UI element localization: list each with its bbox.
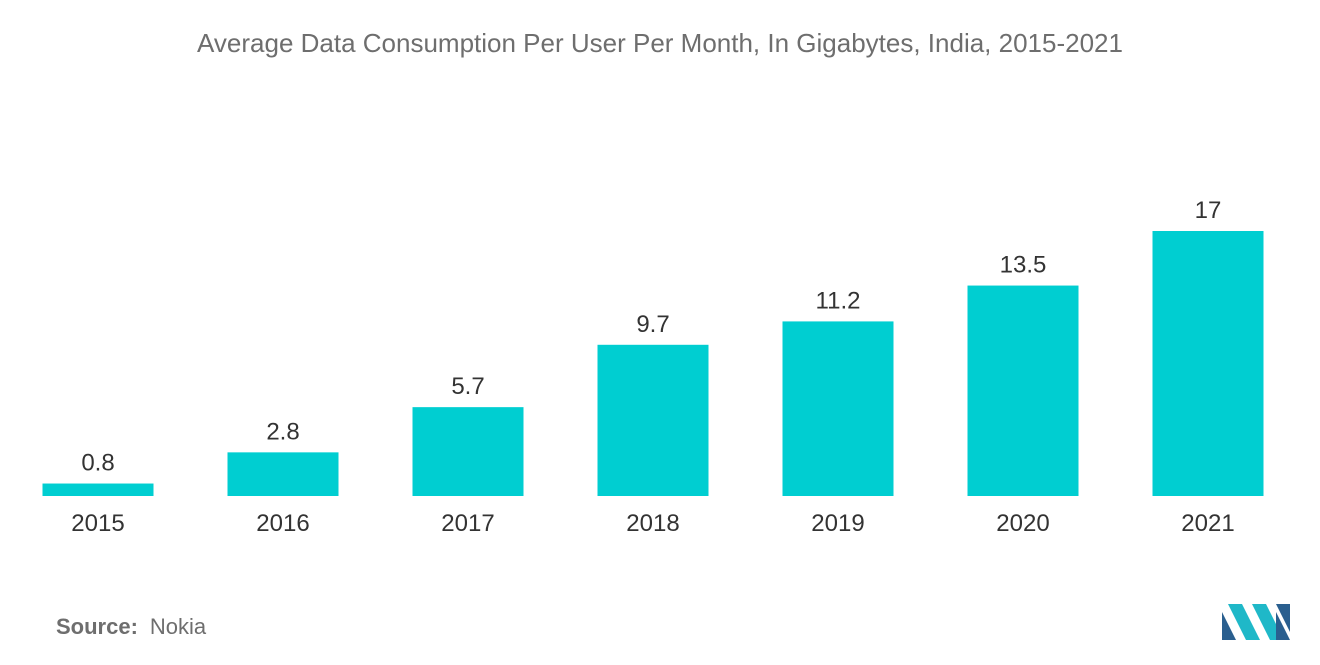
data-label-2018: 9.7 <box>636 311 669 338</box>
data-label-2016: 2.8 <box>266 418 299 445</box>
data-label-2017: 5.7 <box>451 373 484 400</box>
mordor-logo-icon <box>1222 604 1290 640</box>
data-label-2019: 11.2 <box>816 287 861 314</box>
x-tick-label-2021: 2021 <box>1181 510 1234 537</box>
x-tick-label-2016: 2016 <box>256 510 309 537</box>
x-tick-label-2015: 2015 <box>71 510 124 537</box>
bar-2015 <box>42 483 154 496</box>
bar-2016 <box>227 452 339 496</box>
x-tick-label-2019: 2019 <box>811 510 864 537</box>
source-value: Nokia <box>149 614 207 639</box>
data-label-2020: 13.5 <box>1000 252 1047 279</box>
data-label-2021: 17 <box>1195 197 1222 224</box>
bar-2017 <box>412 407 524 496</box>
bar-chart: 0.8 2015 2.8 2016 5.7 2017 9.7 2018 11.2 2019 13.5… <box>42 197 1264 537</box>
data-label-2015: 0.8 <box>81 450 114 477</box>
chart-title: Average Data Consumption Per User Per Mo… <box>197 28 1123 58</box>
bar-2019 <box>782 321 894 496</box>
x-tick-label-2020: 2020 <box>996 510 1049 537</box>
x-tick-label-2018: 2018 <box>626 510 679 537</box>
source-line: Source: Nokia <box>56 614 206 640</box>
bar-2018 <box>597 344 709 496</box>
source-label: Source: <box>56 614 138 639</box>
x-tick-label-2017: 2017 <box>441 510 494 537</box>
bar-2020 <box>967 285 1079 496</box>
bar-2021 <box>1152 231 1264 496</box>
